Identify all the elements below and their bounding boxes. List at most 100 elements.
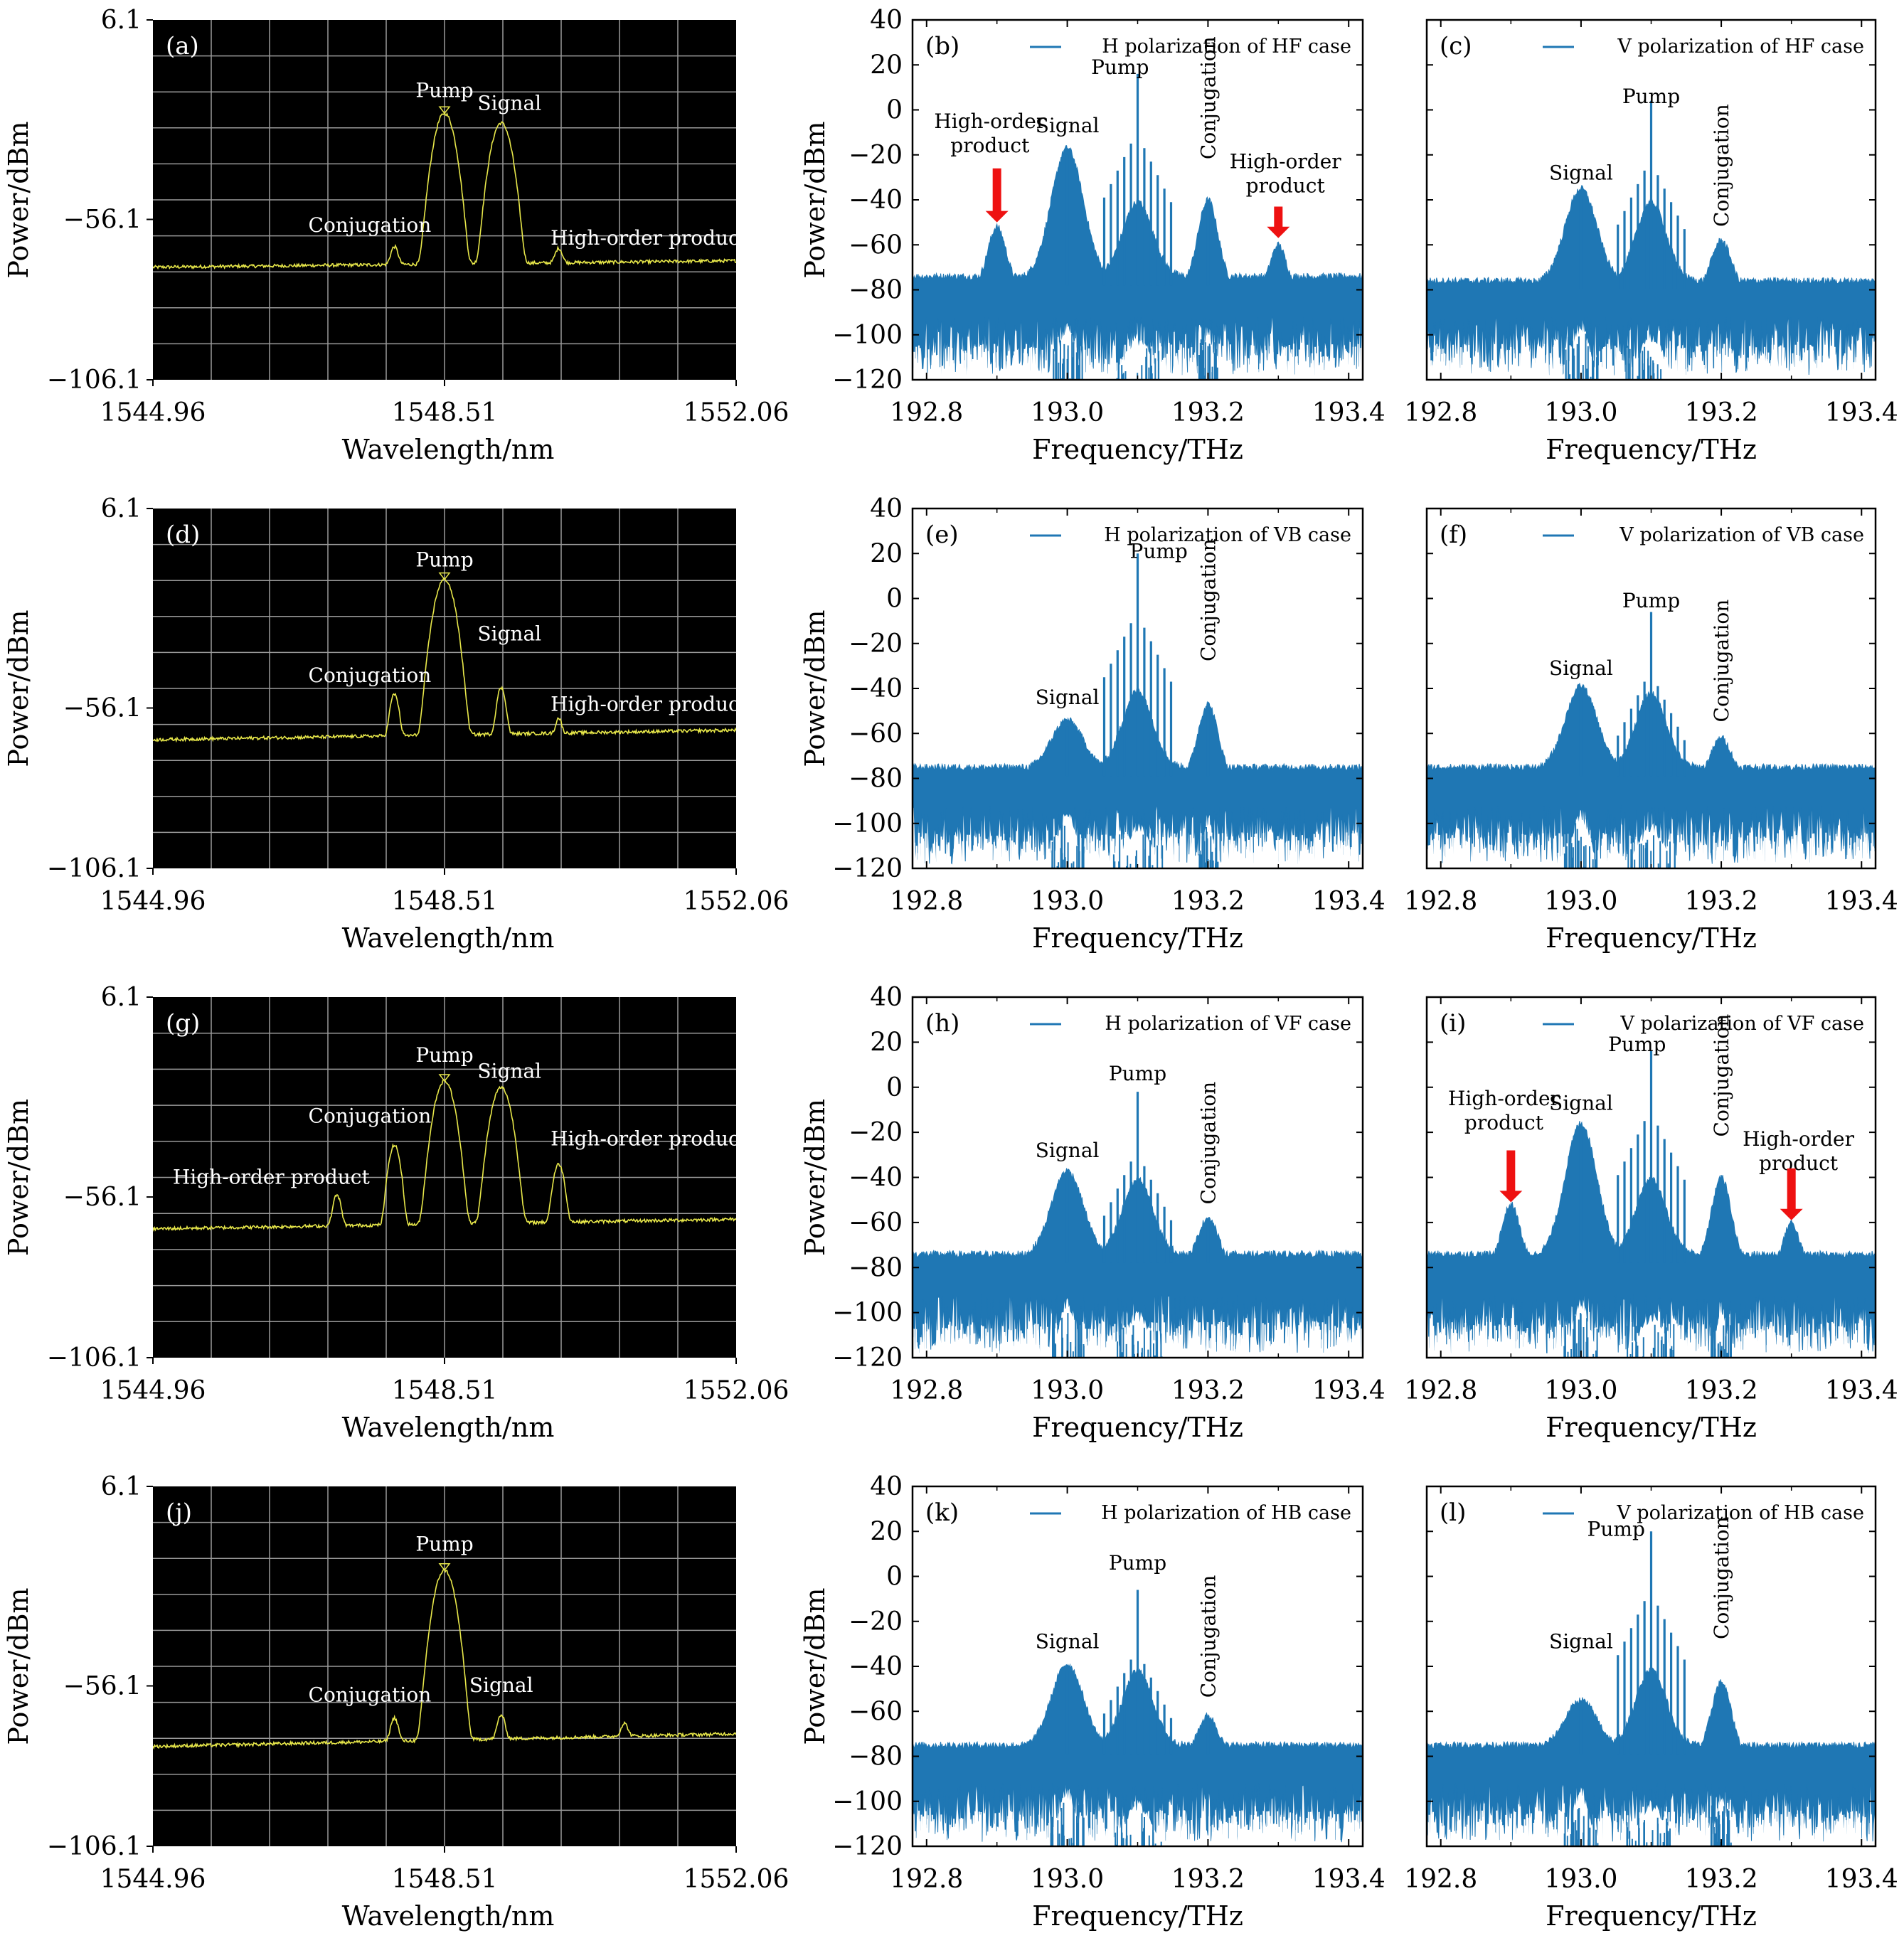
- x-tick-label: 193.0: [1031, 398, 1104, 427]
- y-tick-label: −80: [849, 276, 903, 305]
- legend-label: H polarization of VB case: [1104, 524, 1351, 546]
- x-tick-label: 193.4: [1312, 1865, 1386, 1894]
- y-tick-label: −120: [832, 366, 903, 395]
- x-axis-label: Frequency/THz: [1546, 1412, 1757, 1443]
- y-tick-label: −120: [832, 1343, 903, 1373]
- spectrum-series: [913, 1590, 1363, 1846]
- y-tick-label: 6.1: [101, 983, 142, 1012]
- y-tick-label: −100: [832, 1787, 903, 1816]
- x-tick-label: 193.0: [1544, 1376, 1617, 1405]
- x-tick-label: 1544.96: [100, 887, 206, 916]
- y-tick-label: −40: [849, 1164, 903, 1193]
- x-tick-label: 192.8: [890, 887, 963, 916]
- x-axis-label: Wavelength/nm: [342, 922, 555, 954]
- noise-thread: [1563, 1801, 1599, 1846]
- x-tick-label: 193.2: [1685, 398, 1758, 427]
- x-tick-label: 193.2: [1171, 1865, 1245, 1894]
- peak-label: Pump: [1587, 1518, 1645, 1541]
- panel-b: 40 20 0 −20 −40 −60 −80 −100 −120 192.8 193.0 193.2…: [799, 6, 1386, 465]
- noise-thread: [1565, 334, 1599, 380]
- legend-label: V polarization of HF case: [1617, 36, 1864, 58]
- x-tick-label: 193.4: [1312, 1376, 1386, 1405]
- pump-comb: [1617, 1051, 1686, 1263]
- y-tick-label: −40: [849, 1652, 903, 1681]
- peak-label: High-order product: [1230, 150, 1342, 198]
- y-tick-label: −20: [849, 1607, 903, 1636]
- peak-label: Conjugation: [1196, 36, 1220, 159]
- peak-label: Pump: [415, 79, 473, 102]
- peak-label: Signal: [1549, 1630, 1613, 1654]
- peak-label: Signal: [1549, 1091, 1613, 1114]
- x-tick-label: 193.4: [1825, 887, 1898, 916]
- y-tick-label: −56.1: [63, 206, 142, 235]
- x-tick-label: 193.2: [1685, 887, 1758, 916]
- x-tick-label: 193.4: [1825, 1865, 1898, 1894]
- x-tick-label: 193.4: [1825, 398, 1898, 427]
- x-tick-label: 193.4: [1312, 398, 1386, 427]
- x-tick-label: 192.8: [1404, 398, 1477, 427]
- y-tick-label: 20: [870, 50, 903, 80]
- peak-label: Pump: [415, 1533, 473, 1556]
- peak-label: Conjugation: [309, 1683, 432, 1707]
- y-tick-label: 40: [870, 1472, 903, 1501]
- y-tick-label: −80: [849, 765, 903, 794]
- pump-comb: [1102, 553, 1173, 777]
- y-tick-label: −60: [849, 719, 903, 748]
- y-tick-label: 0: [886, 96, 903, 125]
- pump-comb: [1617, 1531, 1686, 1755]
- y-tick-label: 40: [870, 494, 903, 523]
- y-axis-label: Power/dBm: [799, 1099, 831, 1256]
- legend-label: H polarization of HF case: [1102, 36, 1351, 58]
- panel-f: 192.8 193.0 193.2 193.4 V polarization of VB…: [1404, 507, 1898, 954]
- y-tick-label: −40: [849, 674, 903, 703]
- y-tick-label: −80: [849, 1742, 903, 1772]
- pump-comb: [1102, 73, 1173, 286]
- y-axis-label: Power/dBm: [799, 1587, 831, 1745]
- peak-label: Conjugation: [1710, 600, 1733, 723]
- y-tick-label: 20: [870, 1028, 903, 1057]
- panel-label: (c): [1440, 32, 1472, 60]
- peak-label: Signal: [477, 92, 541, 115]
- peak-label: Pump: [415, 1043, 473, 1067]
- panel-label: (i): [1440, 1009, 1466, 1038]
- legend-label: H polarization of HB case: [1101, 1502, 1351, 1524]
- x-tick-label: 1552.06: [684, 1865, 789, 1894]
- x-tick-label: 1548.51: [392, 887, 498, 916]
- y-tick-label: −120: [832, 1832, 903, 1861]
- spectrum-series: [913, 73, 1363, 380]
- y-tick-label: −106.1: [47, 1343, 142, 1373]
- x-tick-label: 193.2: [1685, 1376, 1758, 1405]
- y-tick-label: −60: [849, 1697, 903, 1726]
- panel-i: 192.8 193.0 193.2 193.4 V polarization of VF…: [1404, 996, 1898, 1443]
- noise-thread: [1116, 347, 1160, 380]
- y-tick-label: −100: [832, 321, 903, 350]
- pump-comb: [1102, 1092, 1173, 1263]
- noise-thread: [1051, 824, 1085, 868]
- x-tick-label: 193.0: [1544, 398, 1617, 427]
- peak-label: High-order product: [551, 226, 748, 250]
- peak-label: High-order product: [934, 110, 1046, 157]
- peak-label: Signal: [477, 1059, 541, 1082]
- peak-label: Signal: [469, 1673, 533, 1697]
- y-tick-label: −120: [832, 854, 903, 883]
- peak-label: Pump: [1109, 1551, 1166, 1575]
- panel-d: Pump Signal Conjugation High-order product (…: [3, 494, 789, 954]
- y-tick-label: 40: [870, 983, 903, 1012]
- peak-label: Conjugation: [1196, 1082, 1220, 1205]
- x-tick-label: 1544.96: [100, 1865, 206, 1894]
- x-tick-label: 192.8: [1404, 1376, 1477, 1405]
- peak-label: Signal: [1036, 686, 1100, 709]
- y-axis-label: Power/dBm: [799, 121, 831, 278]
- y-tick-label: −106.1: [47, 1832, 142, 1861]
- spectrum-series: [1427, 100, 1876, 380]
- peak-label: Signal: [1036, 114, 1100, 137]
- spectrum-series: [913, 553, 1363, 868]
- peak-label: Pump: [1091, 55, 1149, 79]
- y-tick-label: −106.1: [47, 854, 142, 883]
- noise-thread: [1052, 1311, 1085, 1358]
- spectrum-series: [1427, 612, 1876, 868]
- peak-label: Signal: [1036, 1139, 1100, 1162]
- x-tick-label: 1552.06: [684, 887, 789, 916]
